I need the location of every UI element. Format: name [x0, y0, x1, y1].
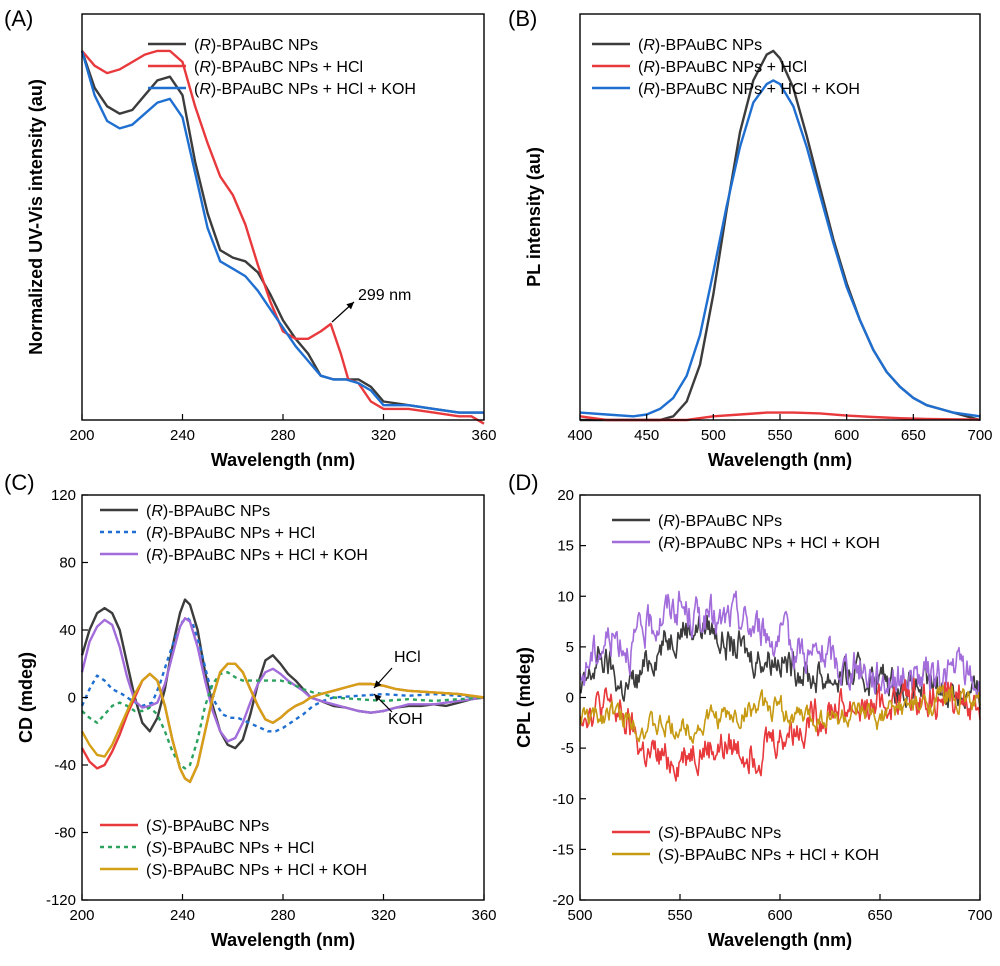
x-tick-label: 400: [567, 427, 592, 444]
x-tick-label: 360: [471, 907, 496, 924]
annotation-arrowhead: [374, 680, 382, 688]
x-tick-label: 700: [967, 427, 992, 444]
legend-label: (R)-BPAuBC NPs + HCl + KOH: [146, 547, 368, 564]
y-tick-label: 120: [51, 487, 76, 504]
y-axis-title: CPL (mdeg): [514, 647, 534, 748]
chart-panel-a: (A) 200 240 280 320 360 Wavelength (nm) Normali…: [4, 6, 497, 470]
series-line: [579, 684, 981, 744]
legend-label: (R)-BPAuBC NPs: [146, 503, 270, 520]
series-line: [80, 598, 485, 750]
x-tick-label: 280: [270, 427, 295, 444]
annotation-arrowhead: [346, 302, 354, 310]
panel-letter: (B): [508, 6, 537, 31]
legend-label: (R)-BPAuBC NPs: [658, 513, 782, 530]
annotation-label: KOH: [388, 711, 423, 728]
legend-label: (S)-BPAuBC NPs: [658, 825, 781, 842]
x-tick-label: 500: [567, 907, 592, 924]
x-tick-label: 550: [667, 907, 692, 924]
y-axis-title: CD (mdeg): [16, 652, 36, 743]
series-line: [81, 671, 485, 770]
series-line: [580, 49, 981, 422]
y-tick-label: -10: [552, 791, 574, 808]
y-tick-label: -15: [552, 841, 574, 858]
series-line: [579, 614, 981, 710]
y-tick-label: 40: [59, 622, 76, 639]
legend-label: (R)-BPAuBC NPs + HCl: [194, 59, 363, 76]
chart-panel-c: (C) 200 240 280 320 360 -120 -80 -40 0 40 80 120 Wave…: [4, 470, 497, 950]
y-tick-label: 0: [566, 690, 574, 707]
x-tick-label: 650: [901, 427, 926, 444]
y-tick-label: 80: [59, 555, 76, 572]
y-tick-label: 20: [557, 487, 574, 504]
panel-letter: (C): [4, 470, 35, 495]
x-tick-label: 240: [170, 427, 195, 444]
series-line: [80, 617, 485, 733]
x-tick-label: 550: [767, 427, 792, 444]
series-line: [80, 50, 484, 414]
series-line: [80, 617, 485, 743]
annotation-arrowhead: [374, 694, 382, 702]
series-line: [579, 79, 981, 418]
y-tick-label: -120: [46, 892, 76, 909]
x-tick-label: 240: [170, 907, 195, 924]
y-tick-label: -40: [54, 757, 76, 774]
annotation-label: HCl: [394, 649, 421, 666]
x-tick-label: 700: [967, 907, 992, 924]
legend-label: (R)-BPAuBC NPs + HCl + KOH: [638, 81, 860, 98]
y-axis-title: Normalized UV-Vis intensity (au): [26, 79, 46, 355]
x-tick-label: 320: [371, 907, 396, 924]
series-line: [80, 50, 484, 414]
y-tick-label: 10: [557, 588, 574, 605]
series-line: [579, 590, 981, 699]
annotation-label: 299 nm: [358, 287, 411, 304]
x-axis-title: Wavelength (nm): [211, 930, 355, 950]
y-tick-label: 15: [557, 538, 574, 555]
y-axis-title: PL intensity (au): [524, 147, 544, 287]
x-tick-label: 500: [701, 427, 726, 444]
x-axis-title: Wavelength (nm): [708, 930, 852, 950]
legend-label: (R)-BPAuBC NPs: [194, 37, 318, 54]
legend-label: (S)-BPAuBC NPs + HCl + KOH: [146, 862, 367, 879]
panel-letter: (D): [508, 470, 539, 495]
x-tick-label: 280: [270, 907, 295, 924]
y-tick-label: -80: [54, 825, 76, 842]
series-line: [579, 677, 981, 782]
legend-label: (R)-BPAuBC NPs + HCl + KOH: [658, 535, 880, 552]
x-tick-label: 450: [634, 427, 659, 444]
x-tick-label: 360: [471, 427, 496, 444]
x-tick-label: 200: [69, 427, 94, 444]
legend-label: (R)-BPAuBC NPs + HCl + KOH: [194, 81, 416, 98]
x-tick-label: 600: [834, 427, 859, 444]
x-axis-title: Wavelength (nm): [211, 450, 355, 470]
panel-letter: (A): [4, 6, 33, 31]
series-line: [81, 49, 485, 425]
x-tick-label: 650: [867, 907, 892, 924]
y-tick-label: 5: [566, 639, 574, 656]
x-tick-label: 600: [767, 907, 792, 924]
y-tick-label: 0: [68, 690, 76, 707]
legend-label: (R)-BPAuBC NPs: [638, 37, 762, 54]
y-tick-label: -20: [552, 892, 574, 909]
x-axis-title: Wavelength (nm): [708, 450, 852, 470]
legend-label: (S)-BPAuBC NPs + HCl + KOH: [658, 847, 879, 864]
chart-panel-d: (D) 500 550 600 650 700 -20 -15 -10 -5 0 5 10 15 20 Wav…: [508, 470, 993, 950]
legend-label: (S)-BPAuBC NPs: [146, 818, 269, 835]
chart-panel-b: (B) 400 450 500 550 600 650 700 Wavelength (nm) P…: [508, 6, 993, 470]
legend-label: (R)-BPAuBC NPs + HCl: [638, 59, 807, 76]
series-line: [80, 662, 485, 784]
x-tick-label: 200: [69, 907, 94, 924]
y-tick-label: -5: [561, 740, 574, 757]
legend-label: (S)-BPAuBC NPs + HCl: [146, 840, 314, 857]
legend-label: (R)-BPAuBC NPs + HCl: [146, 525, 315, 542]
x-tick-label: 320: [371, 427, 396, 444]
